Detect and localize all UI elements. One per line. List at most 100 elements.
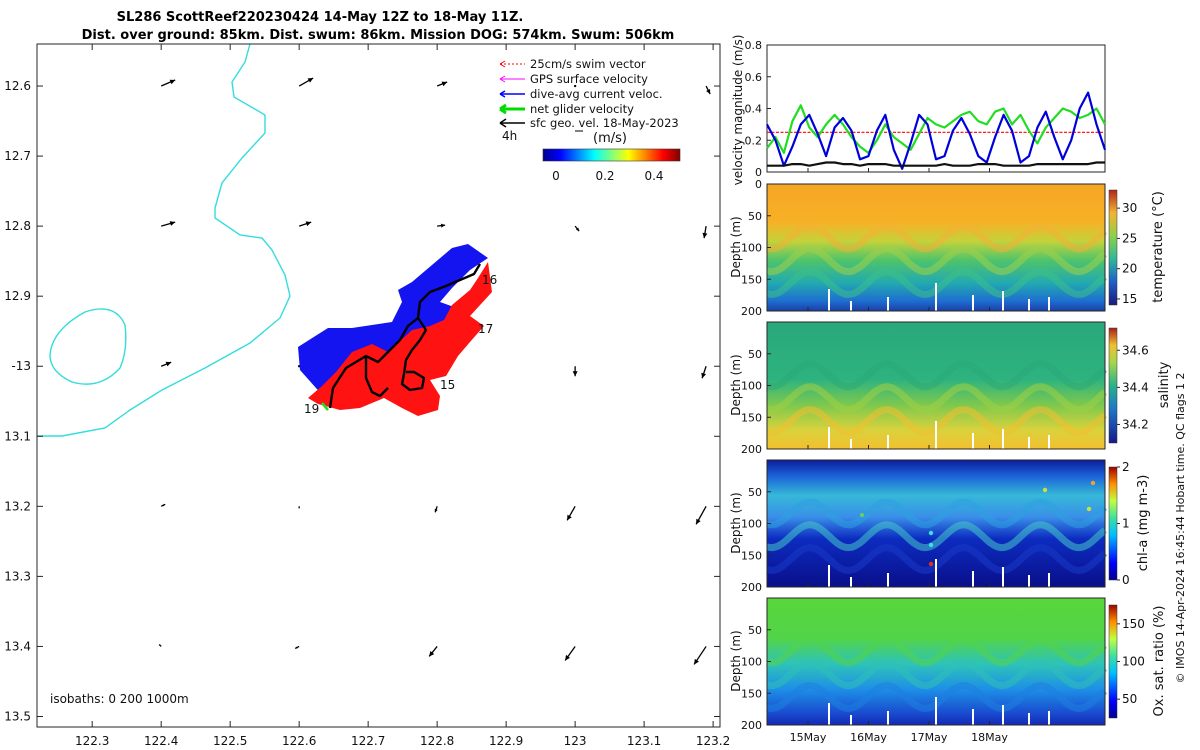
velocity-y-tick-4: 0.8 [745, 39, 763, 52]
map-x-tick-1: 122.4 [144, 734, 178, 748]
geostrophic-arrow-0-0 [160, 79, 176, 87]
temperature-colorbar [1108, 189, 1118, 306]
oxygen-data-gap-7 [1048, 711, 1050, 725]
chlorophyll-isopleth-0 [766, 498, 1108, 529]
legend-current-velocity: dive-avg current veloc. [499, 87, 663, 101]
velocity-y-tick-2: 0.4 [745, 103, 763, 116]
velocity-series-1 [766, 104, 1106, 154]
day-label-15: 15 [440, 378, 455, 392]
oxygen-data-gap-6 [1028, 713, 1030, 725]
temperature-cb-tick-0: 15 [1122, 292, 1137, 306]
chlorophyll-cb-tick-1: 1 [1122, 517, 1130, 531]
temperature-y-tick-2: 100 [741, 242, 762, 255]
time-tick-2: 17May [911, 731, 948, 744]
chlorophyll-data-gap-1 [850, 577, 852, 587]
salinity-data-gap-3 [935, 421, 937, 449]
chlorophyll-y-tick-1: 100 [741, 518, 762, 531]
map-axes-frame [36, 43, 721, 728]
oxygen-colorbar [1108, 604, 1118, 719]
velocity-axes-frame [766, 44, 1106, 173]
salinity-cb-tick-1: 34.4 [1122, 380, 1149, 394]
legend-gps-velocity: GPS surface velocity [499, 72, 648, 86]
oxygen-data-gap-0 [828, 703, 830, 725]
chlorophyll-data-gap-7 [1048, 573, 1050, 587]
oxygen-wave-pattern [766, 636, 1108, 725]
colorbar-tick-2: 0.4 [644, 169, 663, 183]
geostrophic-arrow-4-2 [428, 646, 438, 657]
chlorophyll-y-tick-3: 200 [741, 581, 762, 594]
map-plot-area: 16 17 15 19 [37, 44, 711, 665]
salinity-y-tick-0: 50 [748, 348, 762, 361]
figure-title-line2: Dist. over ground: 85km. Dist. swum: 86k… [82, 28, 675, 43]
legend-geostrophic-label: sfc geo. vel. 18-May-2023 [530, 116, 679, 130]
oxygen-isopleth-0 [766, 636, 1108, 667]
net-glider-velocity-segment [321, 402, 329, 411]
oxygen-cb-tick-1: 100 [1122, 655, 1145, 669]
map-panel: SL286 ScottReef220230424 14-May 12Z to 1… [4, 10, 730, 748]
map-x-tick-9: 123.2 [696, 734, 730, 748]
temperature-cb-tick-3: 30 [1122, 201, 1137, 215]
geostrophic-arrow-3-3 [566, 506, 576, 521]
chlorophyll-data-gap-3 [935, 559, 937, 587]
chlorophyll-cb-tick-2: 2 [1122, 460, 1130, 474]
swim-vector-patches [308, 262, 492, 416]
chlorophyll-y-tick-2: 150 [741, 549, 762, 562]
map-x-tick-2: 122.5 [213, 734, 247, 748]
map-y-tick-7: 13.3 [4, 569, 31, 583]
geostrophic-arrow-1-4 [702, 226, 708, 239]
oxygen-data-gap-4 [972, 709, 974, 725]
chlorophyll-colorbar-ticks: 0 1 2 [1117, 460, 1130, 587]
temperature-data-gap-4 [972, 295, 974, 311]
isobath-note: isobaths: 0 200 1000m [50, 692, 189, 706]
salinity-y-ticks: 50 100 150 200 [741, 348, 771, 456]
map-x-ticks: 122.3 122.4 122.5 122.6 122.7 122.8 122.9 123 12… [75, 44, 730, 748]
chlorophyll-wave-pattern [766, 498, 1108, 587]
temperature-colorbar-ticks: 15 20 25 30 [1117, 201, 1137, 306]
oxygen-y-tick-1: 100 [741, 656, 762, 669]
time-tick-3: 18May [971, 731, 1008, 744]
speed-colorbar [542, 148, 681, 162]
temperature-data-gap-1 [850, 301, 852, 311]
geostrophic-arrow-4-3 [564, 646, 576, 661]
day-label-16: 16 [482, 273, 497, 287]
oxygen-data-gap-5 [1002, 705, 1004, 725]
geostrophic-arrow-1-0 [161, 221, 176, 227]
geostrophic-arrow-2-0 [160, 361, 172, 367]
geostrophic-arrow-1-3 [574, 225, 580, 232]
geostrophic-arrow-4-0 [158, 643, 162, 647]
oxygen-y-tick-0: 50 [748, 624, 762, 637]
temperature-y-tick-4: 200 [741, 305, 762, 318]
temperature-colorbar-label: temperature (°C) [1151, 191, 1166, 303]
chlorophyll-data-gap-2 [887, 573, 889, 587]
geostrophic-arrow-1-1 [298, 221, 312, 227]
map-y-tick-3: 12.9 [4, 289, 31, 303]
oxygen-cb-tick-0: 50 [1122, 692, 1137, 706]
velocity-series-3 [767, 161, 1105, 167]
time-tick-0: 15May [790, 731, 827, 744]
velocity-series [766, 91, 1107, 170]
oxygen-y-tick-2: 150 [741, 687, 762, 700]
current-vectors [158, 77, 711, 665]
geostrophic-arrow-3-4 [695, 506, 707, 525]
velocity-y-tick-1: 0.2 [745, 134, 763, 147]
oxygen-panel: 50 100 150 200 Depth (m) 50 100 150 Ox. sat. … [729, 597, 1167, 732]
isobath-contour [37, 44, 291, 437]
legend-net-velocity: net glider velocity [499, 102, 634, 116]
temperature-isopleth-0 [766, 222, 1108, 253]
colorbar-title: (m/s) [593, 131, 627, 146]
chlorophyll-data-gap-0 [828, 565, 830, 587]
geostrophic-arrow-2-3 [572, 366, 578, 377]
chlorophyll-cb-tick-0: 0 [1122, 573, 1130, 587]
dive-avg-current-patches [298, 244, 488, 397]
map-y-tick-2: 12.8 [4, 219, 31, 233]
geostrophic-arrow-0-3 [573, 84, 577, 88]
salinity-cb-tick-2: 34.6 [1122, 343, 1149, 357]
salinity-data-gap-2 [887, 435, 889, 449]
map-x-tick-4: 122.7 [351, 734, 385, 748]
map-y-tick-6: 13.2 [4, 499, 31, 513]
time-axis: 15May 16May 17May 18May [790, 168, 1008, 744]
salinity-y-tick-1: 100 [741, 380, 762, 393]
isobath-closed-contour [49, 308, 127, 385]
time-tick-1: 16May [850, 731, 887, 744]
